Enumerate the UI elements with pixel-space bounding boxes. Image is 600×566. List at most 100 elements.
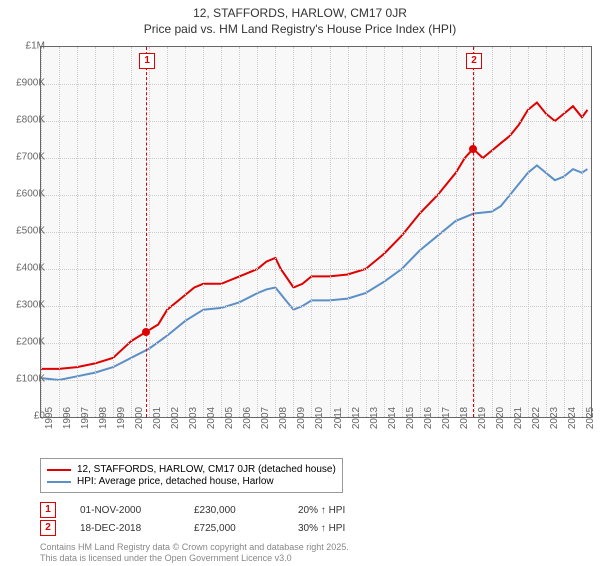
y-tick-label: £1M <box>26 41 45 52</box>
x-tick-label: 2022 <box>531 407 542 429</box>
x-tick-label: 1997 <box>80 407 91 429</box>
table-row: 1 01-NOV-2000 £230,000 20% ↑ HPI <box>40 502 388 518</box>
gridline-v <box>546 47 547 417</box>
sale-marker-icon: 1 <box>40 502 56 518</box>
x-tick-label: 1996 <box>62 407 73 429</box>
x-tick-label: 2017 <box>441 407 452 429</box>
gridline-v <box>167 47 168 417</box>
footer-line: Contains HM Land Registry data © Crown c… <box>40 542 349 553</box>
y-tick-label: £300K <box>16 300 45 311</box>
property-line <box>41 103 587 369</box>
gridline-h <box>41 158 591 159</box>
gridline-v <box>77 47 78 417</box>
gridline-h <box>41 306 591 307</box>
gridline-v <box>402 47 403 417</box>
x-tick-label: 2000 <box>134 407 145 429</box>
chart-container: 12, STAFFORDS, HARLOW, CM17 0JR Price pa… <box>0 6 600 566</box>
gridline-h <box>41 380 591 381</box>
gridline-h <box>41 232 591 233</box>
x-tick-label: 1998 <box>98 407 109 429</box>
sale-pct: 30% ↑ HPI <box>298 523 388 534</box>
x-tick-label: 2016 <box>423 407 434 429</box>
gridline-v <box>311 47 312 417</box>
gridline-v <box>528 47 529 417</box>
gridline-v <box>131 47 132 417</box>
x-tick-label: 2006 <box>242 407 253 429</box>
gridline-h <box>41 343 591 344</box>
x-tick-label: 2011 <box>333 407 344 429</box>
sale-date: 01-NOV-2000 <box>80 505 170 516</box>
gridline-v <box>293 47 294 417</box>
sale-price: £725,000 <box>194 523 274 534</box>
legend-swatch-icon <box>47 481 71 483</box>
x-tick-label: 2013 <box>369 407 380 429</box>
x-tick-label: 2023 <box>549 407 560 429</box>
x-tick-label: 2003 <box>188 407 199 429</box>
x-tick-label: 2009 <box>296 407 307 429</box>
y-tick-label: £400K <box>16 263 45 274</box>
gridline-v <box>149 47 150 417</box>
y-tick-label: £500K <box>16 226 45 237</box>
gridline-v <box>366 47 367 417</box>
gridline-v <box>564 47 565 417</box>
gridline-v <box>510 47 511 417</box>
x-tick-label: 2004 <box>206 407 217 429</box>
sales-table: 1 01-NOV-2000 £230,000 20% ↑ HPI 2 18-DE… <box>40 500 388 538</box>
legend-item: HPI: Average price, detached house, Harl… <box>47 476 336 487</box>
chart-subtitle: Price paid vs. HM Land Registry's House … <box>0 22 600 36</box>
legend: 12, STAFFORDS, HARLOW, CM17 0JR (detache… <box>40 458 343 493</box>
sale-pct: 20% ↑ HPI <box>298 505 388 516</box>
sale-price: £230,000 <box>194 505 274 516</box>
gridline-v <box>384 47 385 417</box>
sale-date: 18-DEC-2018 <box>80 523 170 534</box>
x-tick-label: 2019 <box>477 407 488 429</box>
gridline-v <box>203 47 204 417</box>
gridline-v <box>330 47 331 417</box>
gridline-v <box>492 47 493 417</box>
gridline-h <box>41 195 591 196</box>
footer-line: This data is licensed under the Open Gov… <box>40 553 349 564</box>
legend-swatch-icon <box>47 469 71 471</box>
sale-marker-icon: 2 <box>40 520 56 536</box>
gridline-v <box>420 47 421 417</box>
table-row: 2 18-DEC-2018 £725,000 30% ↑ HPI <box>40 520 388 536</box>
x-tick-label: 2005 <box>224 407 235 429</box>
y-tick-label: £600K <box>16 189 45 200</box>
y-tick-label: £700K <box>16 152 45 163</box>
footer: Contains HM Land Registry data © Crown c… <box>40 542 349 564</box>
x-tick-label: 2015 <box>405 407 416 429</box>
legend-item: 12, STAFFORDS, HARLOW, CM17 0JR (detache… <box>47 464 336 475</box>
gridline-v <box>221 47 222 417</box>
gridline-v <box>185 47 186 417</box>
gridline-v <box>348 47 349 417</box>
x-tick-label: 2014 <box>387 407 398 429</box>
x-tick-label: 2008 <box>278 407 289 429</box>
plot-area: 12 <box>40 46 592 418</box>
gridline-v <box>95 47 96 417</box>
x-tick-label: 2021 <box>513 407 524 429</box>
marker-line <box>146 47 147 417</box>
gridline-v <box>275 47 276 417</box>
x-tick-label: 2001 <box>152 407 163 429</box>
legend-label: 12, STAFFORDS, HARLOW, CM17 0JR (detache… <box>77 464 336 475</box>
legend-label: HPI: Average price, detached house, Harl… <box>77 476 274 487</box>
x-tick-label: 2020 <box>495 407 506 429</box>
marker-flag-icon: 1 <box>139 53 155 69</box>
x-tick-label: 2007 <box>260 407 271 429</box>
x-tick-label: 1995 <box>44 407 55 429</box>
gridline-v <box>257 47 258 417</box>
gridline-v <box>113 47 114 417</box>
gridline-v <box>582 47 583 417</box>
gridline-v <box>438 47 439 417</box>
x-tick-label: 2018 <box>459 407 470 429</box>
marker-point-icon <box>469 145 477 153</box>
chart-title: 12, STAFFORDS, HARLOW, CM17 0JR <box>0 6 600 20</box>
gridline-h <box>41 121 591 122</box>
x-tick-label: 2012 <box>351 407 362 429</box>
gridline-h <box>41 84 591 85</box>
x-tick-label: 2024 <box>567 407 578 429</box>
x-tick-label: 1999 <box>116 407 127 429</box>
y-tick-label: £900K <box>16 78 45 89</box>
marker-line <box>473 47 474 417</box>
x-tick-label: 2010 <box>314 407 325 429</box>
